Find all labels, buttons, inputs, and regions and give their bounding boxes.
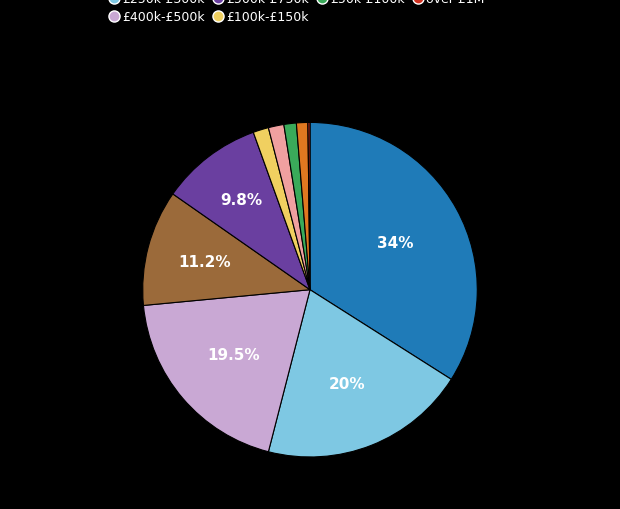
- Wedge shape: [143, 290, 310, 452]
- Wedge shape: [254, 128, 310, 290]
- Text: 34%: 34%: [377, 236, 414, 251]
- Wedge shape: [296, 123, 310, 290]
- Wedge shape: [268, 125, 310, 290]
- Wedge shape: [173, 133, 310, 290]
- Text: 20%: 20%: [329, 376, 365, 391]
- Wedge shape: [268, 290, 451, 457]
- Wedge shape: [143, 194, 310, 306]
- Text: 11.2%: 11.2%: [179, 255, 231, 270]
- Wedge shape: [284, 124, 310, 290]
- Text: 9.8%: 9.8%: [219, 192, 262, 208]
- Legend: £300k-£400k, £250k-£300k, £400k-£500k, £200k-£250k, £500k-£750k, £100k-£150k, £7: £300k-£400k, £250k-£300k, £400k-£500k, £…: [107, 0, 513, 27]
- Wedge shape: [308, 123, 310, 290]
- Wedge shape: [310, 123, 477, 380]
- Text: 19.5%: 19.5%: [207, 348, 260, 363]
